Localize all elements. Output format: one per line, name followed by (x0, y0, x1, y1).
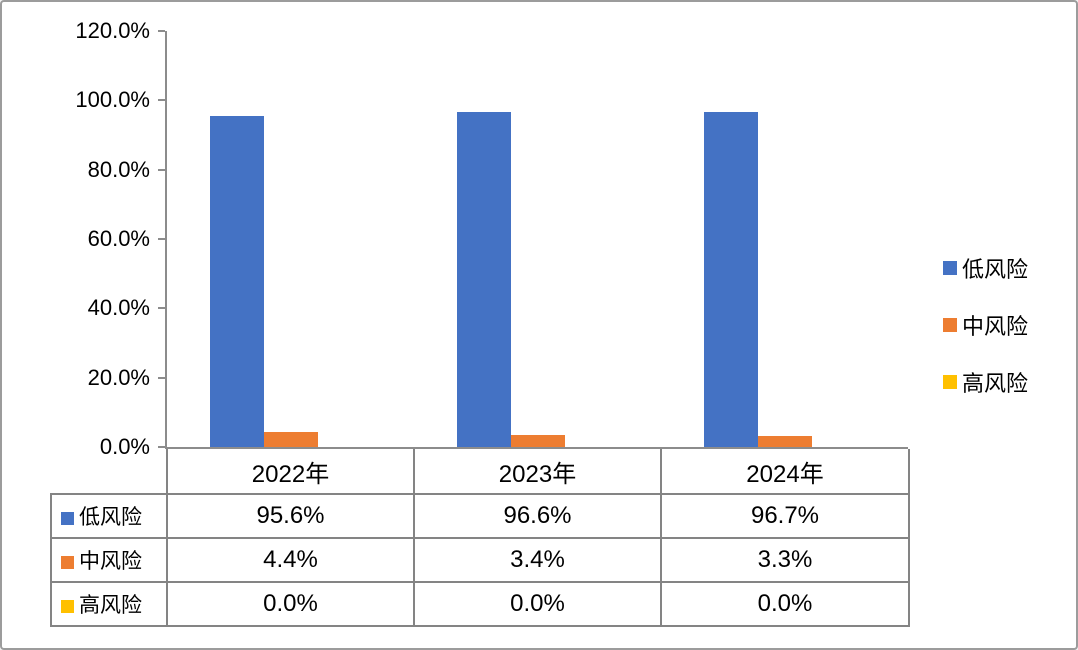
table-value-low-risk-2024: 96.7% (660, 493, 910, 539)
legend: 低风险 中风险 高风险 (943, 252, 1028, 398)
bar-medium-risk-2024 (757, 435, 812, 447)
y-axis-tick-mark (158, 446, 165, 448)
table-header-2022: 2022年 (166, 449, 415, 495)
table-value-medium-risk-2023: 3.4% (413, 537, 662, 583)
table-corner-cell (51, 449, 167, 494)
table-header-2023: 2023年 (413, 449, 662, 495)
y-axis-tick-mark (158, 30, 165, 32)
table-header-row: 2022年 2023年 2024年 (51, 449, 910, 495)
legend-item-low-risk: 低风险 (943, 252, 1028, 284)
legend-label-high-risk: 高风险 (962, 371, 1029, 396)
y-axis-tick-mark (158, 307, 165, 310)
y-axis-tick-label: 20.0% (87, 364, 150, 390)
legend-item-medium-risk: 中风险 (943, 309, 1028, 341)
table-row-high-risk: 高风险 0.0% 0.0% 0.0% (50, 581, 910, 627)
y-axis-labels: 0.0% 20.0% 40.0% 60.0% 80.0% 100.0% 120.0% (2, 18, 150, 459)
table-row-label-high-risk: 高风险 (50, 581, 168, 627)
bar-low-risk-2022 (209, 115, 264, 447)
table-row-label-medium-risk: 中风险 (50, 537, 168, 583)
y-axis-tick-mark (158, 376, 165, 379)
y-axis-tick-label: 80.0% (87, 156, 150, 182)
table-row-label-text-high-risk: 高风险 (79, 594, 142, 617)
table-value-medium-risk-2024: 3.3% (660, 537, 910, 583)
legend-swatch-high-risk (943, 375, 957, 389)
table-row-label-text-medium-risk: 中风险 (79, 550, 142, 573)
bar-medium-risk-2022 (263, 431, 318, 447)
y-axis-tick-label: 40.0% (87, 295, 150, 321)
category-group-2024 (661, 31, 908, 447)
table-value-low-risk-2023: 96.6% (413, 493, 662, 539)
data-table: 2022年 2023年 2024年低风险 95.6% 96.6% 96.7% 中风险 4.4%… (50, 449, 910, 627)
category-group-2022 (167, 31, 414, 447)
table-header-2024: 2024年 (660, 449, 910, 495)
table-row-label-text-low-risk: 低风险 (79, 506, 142, 529)
legend-label-medium-risk: 中风险 (962, 314, 1029, 339)
table-value-high-risk-2022: 0.0% (166, 581, 415, 627)
legend-item-high-risk: 高风险 (943, 366, 1028, 398)
y-axis-tick-label: 0.0% (99, 434, 150, 459)
table-value-high-risk-2024: 0.0% (660, 581, 910, 627)
bar-low-risk-2024 (703, 111, 758, 447)
y-axis-tick-mark (158, 238, 165, 240)
table-key-swatch-low-risk (61, 512, 74, 525)
y-axis-tick-label: 100.0% (75, 87, 150, 113)
table-row-low-risk: 低风险 95.6% 96.6% 96.7% (50, 493, 910, 539)
table-value-high-risk-2023: 0.0% (413, 581, 662, 627)
legend-swatch-medium-risk (943, 318, 957, 332)
table-row-label-low-risk: 低风险 (50, 493, 168, 539)
table-key-swatch-high-risk (61, 600, 74, 613)
table-key-swatch-medium-risk (61, 556, 74, 569)
y-axis-tick-label: 120.0% (75, 18, 150, 43)
legend-label-low-risk: 低风险 (962, 257, 1029, 282)
bar-medium-risk-2023 (510, 435, 565, 447)
category-group-2023 (414, 31, 661, 447)
y-axis-tick-mark (158, 168, 165, 171)
table-value-low-risk-2022: 95.6% (166, 493, 415, 539)
plot-area (158, 30, 908, 449)
bar-low-risk-2023 (456, 112, 511, 447)
table-row-medium-risk: 中风险 4.4% 3.4% 3.3% (50, 537, 910, 583)
table-value-medium-risk-2022: 4.4% (166, 537, 415, 583)
y-axis-tick-mark (158, 99, 165, 102)
legend-swatch-low-risk (943, 261, 957, 275)
y-axis-tick-label: 60.0% (87, 226, 150, 251)
